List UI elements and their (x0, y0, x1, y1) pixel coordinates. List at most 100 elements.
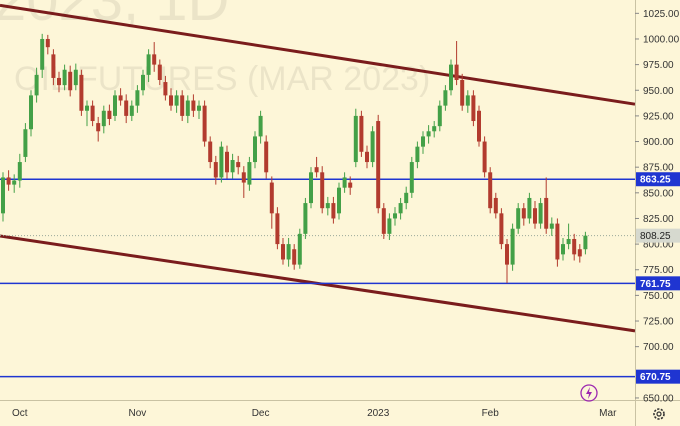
candle-body (348, 182, 353, 188)
candle-body (465, 95, 470, 106)
candle-body (241, 172, 246, 183)
x-tick-label: Feb (482, 408, 500, 419)
candle-body (499, 213, 504, 245)
level-label: 670.75 (640, 372, 671, 383)
candle-body (135, 90, 140, 106)
candle-body (437, 105, 442, 127)
settings-icon[interactable] (653, 408, 665, 420)
candle-body (359, 115, 364, 152)
y-tick-label: 700.00 (643, 342, 674, 353)
candle-body (180, 95, 185, 116)
candle-body (292, 249, 297, 265)
candle-body (286, 244, 291, 260)
plot-area (0, 3, 636, 378)
y-tick-label: 750.00 (643, 291, 674, 302)
candle-body (264, 141, 269, 173)
candle-body (381, 208, 386, 234)
y-tick-label: 650.00 (643, 393, 674, 404)
candle-body (538, 203, 543, 224)
candle-body (247, 162, 252, 185)
candle-body (1, 177, 5, 214)
candle-body (107, 110, 112, 119)
candle-body (73, 69, 78, 86)
candle-body (157, 64, 162, 80)
x-tick-label: Nov (129, 408, 147, 419)
candle-body (208, 141, 213, 163)
candle-body (191, 100, 196, 111)
candle-body (393, 213, 397, 219)
candle-body (421, 136, 425, 147)
alert-icon[interactable] (580, 384, 598, 402)
candle-body (129, 105, 134, 116)
candle-body (40, 38, 45, 70)
candle-body (482, 141, 487, 173)
candle-body (51, 54, 56, 78)
candle-body (454, 64, 459, 80)
level-label: 863.25 (640, 175, 671, 186)
candle-body (174, 95, 179, 106)
candle-body (17, 162, 22, 181)
level-label: 761.75 (640, 279, 671, 290)
level-label-bg (636, 172, 680, 187)
candle-body (415, 146, 420, 163)
candle-body (510, 228, 515, 265)
candle-body (365, 151, 369, 163)
candle-body (342, 177, 347, 188)
candle-body (297, 233, 302, 265)
x-tick-label: Mar (599, 408, 617, 419)
y-tick-label: 775.00 (643, 265, 674, 276)
candle-body (281, 244, 285, 260)
trend-line (0, 3, 636, 106)
candle-body (314, 167, 319, 173)
candle-body (90, 105, 95, 122)
candle-body (118, 95, 123, 101)
y-tick-label: 925.00 (643, 111, 674, 122)
candle-body (146, 54, 151, 75)
x-tick-label: 2023 (367, 408, 390, 419)
y-tick-label: 975.00 (643, 60, 674, 71)
candle-body (202, 105, 207, 142)
candle-body (577, 249, 582, 257)
candle-body (85, 105, 89, 111)
candle-body (566, 238, 571, 245)
candle-body (197, 105, 201, 111)
candle-body (34, 74, 39, 96)
candle-body (521, 208, 526, 219)
candle-body (583, 235, 588, 250)
candle-body (527, 197, 532, 219)
candle-body (409, 162, 414, 193)
candle-body (533, 208, 537, 224)
candle-body (376, 121, 381, 209)
level-label-bg (636, 276, 680, 291)
candle-body (96, 123, 101, 132)
candle-body (258, 115, 263, 137)
candle-body (370, 131, 375, 163)
candle-body (185, 100, 190, 116)
candle-body (426, 131, 431, 137)
y-tick-label: 900.00 (643, 137, 674, 148)
last-price-label: 808.25 (640, 231, 671, 242)
candle-body (45, 38, 50, 48)
x-tick-label: Dec (252, 408, 270, 419)
candle-body (68, 71, 73, 91)
candle-body (79, 74, 84, 111)
candle-body (101, 110, 106, 127)
candle-body (62, 69, 67, 86)
y-tick-label: 950.00 (643, 86, 674, 97)
candle-body (471, 95, 476, 122)
y-tick-label: 850.00 (643, 188, 674, 199)
candle-body (57, 77, 61, 86)
candle-body (404, 192, 409, 204)
candle-body (29, 95, 33, 130)
candle-body (23, 129, 28, 157)
candle-body (572, 238, 577, 255)
candle-body (432, 126, 437, 132)
candle-body (398, 203, 403, 214)
candle-body (449, 64, 453, 91)
candle-body (236, 162, 241, 168)
candle-body (516, 208, 521, 229)
candle-body (561, 244, 565, 255)
y-tick-label: 1000.00 (643, 34, 680, 45)
candle-body (325, 203, 330, 209)
